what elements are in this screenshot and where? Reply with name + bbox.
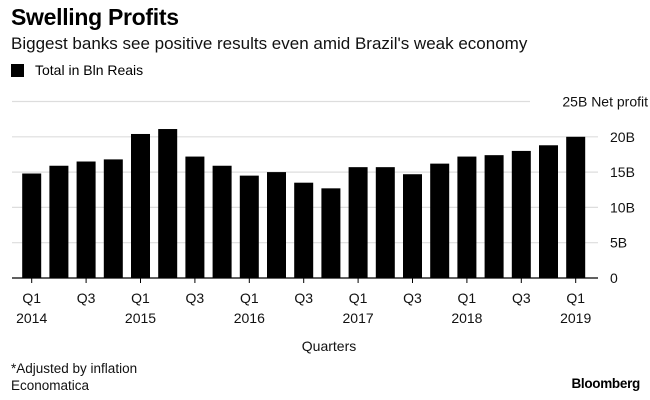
bar [103, 159, 123, 278]
bar [403, 174, 422, 278]
chart-subtitle: Biggest banks see positive results even … [11, 34, 528, 53]
x-tick-quarter: Q1 [566, 290, 585, 306]
bar [49, 165, 69, 278]
y-tick-label: 5B [610, 235, 627, 251]
y-tick-label: 10B [610, 199, 635, 215]
y-tick-label: 15B [610, 164, 635, 180]
x-tick-quarter: Q1 [240, 290, 259, 306]
footnote: *Adjusted by inflation [11, 361, 138, 376]
x-tick-year: 2018 [451, 310, 482, 326]
x-tick-year: 2019 [560, 310, 591, 326]
x-tick-quarter: Q1 [349, 290, 368, 306]
bar [239, 175, 259, 278]
x-tick-year: 2014 [16, 310, 47, 326]
bar [375, 167, 395, 278]
bar [566, 136, 586, 278]
legend-swatch [11, 63, 24, 77]
legend-label: Total in Bln Reais [35, 62, 144, 78]
x-tick-quarter: Q3 [77, 290, 96, 306]
bar [76, 161, 96, 278]
bar [267, 172, 286, 278]
x-tick-year: 2016 [234, 310, 265, 326]
bar [22, 173, 42, 278]
x-axis-title: Quarters [302, 338, 356, 354]
x-tick-quarter: Q3 [512, 290, 531, 306]
x-axis-labels: Q1 2014 Q3 Q1 2015 Q3 Q1 2016 Q3 Q1 2017 Q3 Q1 2018 Q3… [16, 290, 591, 326]
bar [511, 150, 531, 278]
bar [294, 182, 314, 278]
bar [348, 167, 368, 278]
y-tick-label: 25B Net profit [562, 94, 648, 110]
x-axis [12, 277, 598, 283]
bar [158, 129, 178, 278]
x-tick-quarter: Q1 [22, 290, 41, 306]
y-tick-label: 20B [610, 129, 635, 145]
bar [457, 156, 477, 278]
chart-title: Swelling Profits [11, 4, 179, 30]
bar [321, 188, 341, 278]
y-axis-labels: 0 5B 10B 15B 20B 25B Net profit [562, 94, 648, 287]
x-tick-year: 2015 [125, 310, 156, 326]
x-tick-quarter: Q3 [403, 290, 422, 306]
bloomberg-logo: Bloomberg [571, 376, 640, 391]
source-name: Economatica [11, 378, 90, 393]
bar [131, 133, 150, 278]
bar [539, 145, 558, 278]
x-tick-year: 2017 [343, 310, 374, 326]
y-tick-label: 0 [610, 270, 618, 286]
bar [484, 155, 504, 278]
legend: Total in Bln Reais [11, 62, 143, 78]
bars [22, 129, 586, 278]
bar [430, 163, 450, 278]
x-tick-quarter: Q3 [294, 290, 313, 306]
bar [185, 156, 205, 278]
x-tick-quarter: Q1 [131, 290, 150, 306]
x-tick-quarter: Q1 [458, 290, 477, 306]
x-tick-quarter: Q3 [186, 290, 205, 306]
source-notes: *Adjusted by inflation Economatica [11, 360, 137, 394]
bar [212, 165, 232, 278]
